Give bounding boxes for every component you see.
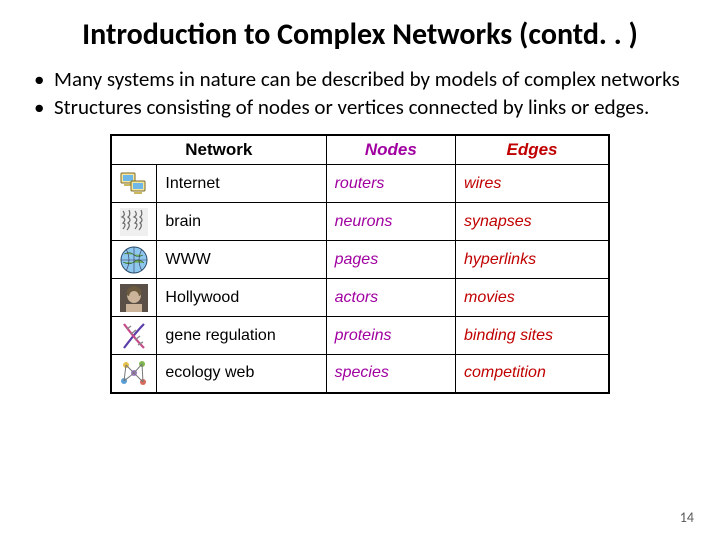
bullet-item: Structures consisting of nodes or vertic… [34, 95, 692, 121]
cell-edges: movies [456, 279, 609, 317]
table-row: gene regulationproteinsbinding sites [111, 317, 609, 355]
page-number: 14 [680, 509, 694, 526]
cell-edges: wires [456, 165, 609, 203]
cell-network: Hollywood [157, 279, 326, 317]
cell-nodes: pages [326, 241, 455, 279]
table-row: Internetrouterswires [111, 165, 609, 203]
table-row: WWWpageshyperlinks [111, 241, 609, 279]
cell-network: WWW [157, 241, 326, 279]
dna-icon [111, 317, 157, 355]
cell-network: Internet [157, 165, 326, 203]
bullet-list: Many systems in nature can be described … [28, 67, 692, 120]
cell-edges: synapses [456, 203, 609, 241]
table-header-row: Network Nodes Edges [111, 135, 609, 165]
cell-nodes: actors [326, 279, 455, 317]
table-row: brainneuronssynapses [111, 203, 609, 241]
cell-edges: binding sites [456, 317, 609, 355]
table-row: Hollywoodactorsmovies [111, 279, 609, 317]
bullet-item: Many systems in nature can be described … [34, 67, 692, 93]
computers-icon [111, 165, 157, 203]
cell-network: gene regulation [157, 317, 326, 355]
th-nodes: Nodes [326, 135, 455, 165]
cell-nodes: proteins [326, 317, 455, 355]
portrait-icon [111, 279, 157, 317]
cell-nodes: routers [326, 165, 455, 203]
table-row: ecology webspeciescompetition [111, 355, 609, 393]
cell-network: brain [157, 203, 326, 241]
cell-edges: hyperlinks [456, 241, 609, 279]
slide-root: Introduction to Complex Networks (contd.… [0, 0, 720, 540]
ecology-icon [111, 355, 157, 393]
brain-icon [111, 203, 157, 241]
table-body: Internetrouterswires brainneuronssynapse… [111, 165, 609, 393]
cell-nodes: neurons [326, 203, 455, 241]
table-head: Network Nodes Edges [111, 135, 609, 165]
globe-icon [111, 241, 157, 279]
th-network: Network [111, 135, 326, 165]
slide-title: Introduction to Complex Networks (contd.… [28, 16, 692, 53]
cell-edges: competition [456, 355, 609, 393]
cell-network: ecology web [157, 355, 326, 393]
table-wrapper: Network Nodes Edges Internetrouterswires… [28, 134, 692, 394]
networks-table: Network Nodes Edges Internetrouterswires… [110, 134, 610, 394]
cell-nodes: species [326, 355, 455, 393]
th-edges: Edges [456, 135, 609, 165]
